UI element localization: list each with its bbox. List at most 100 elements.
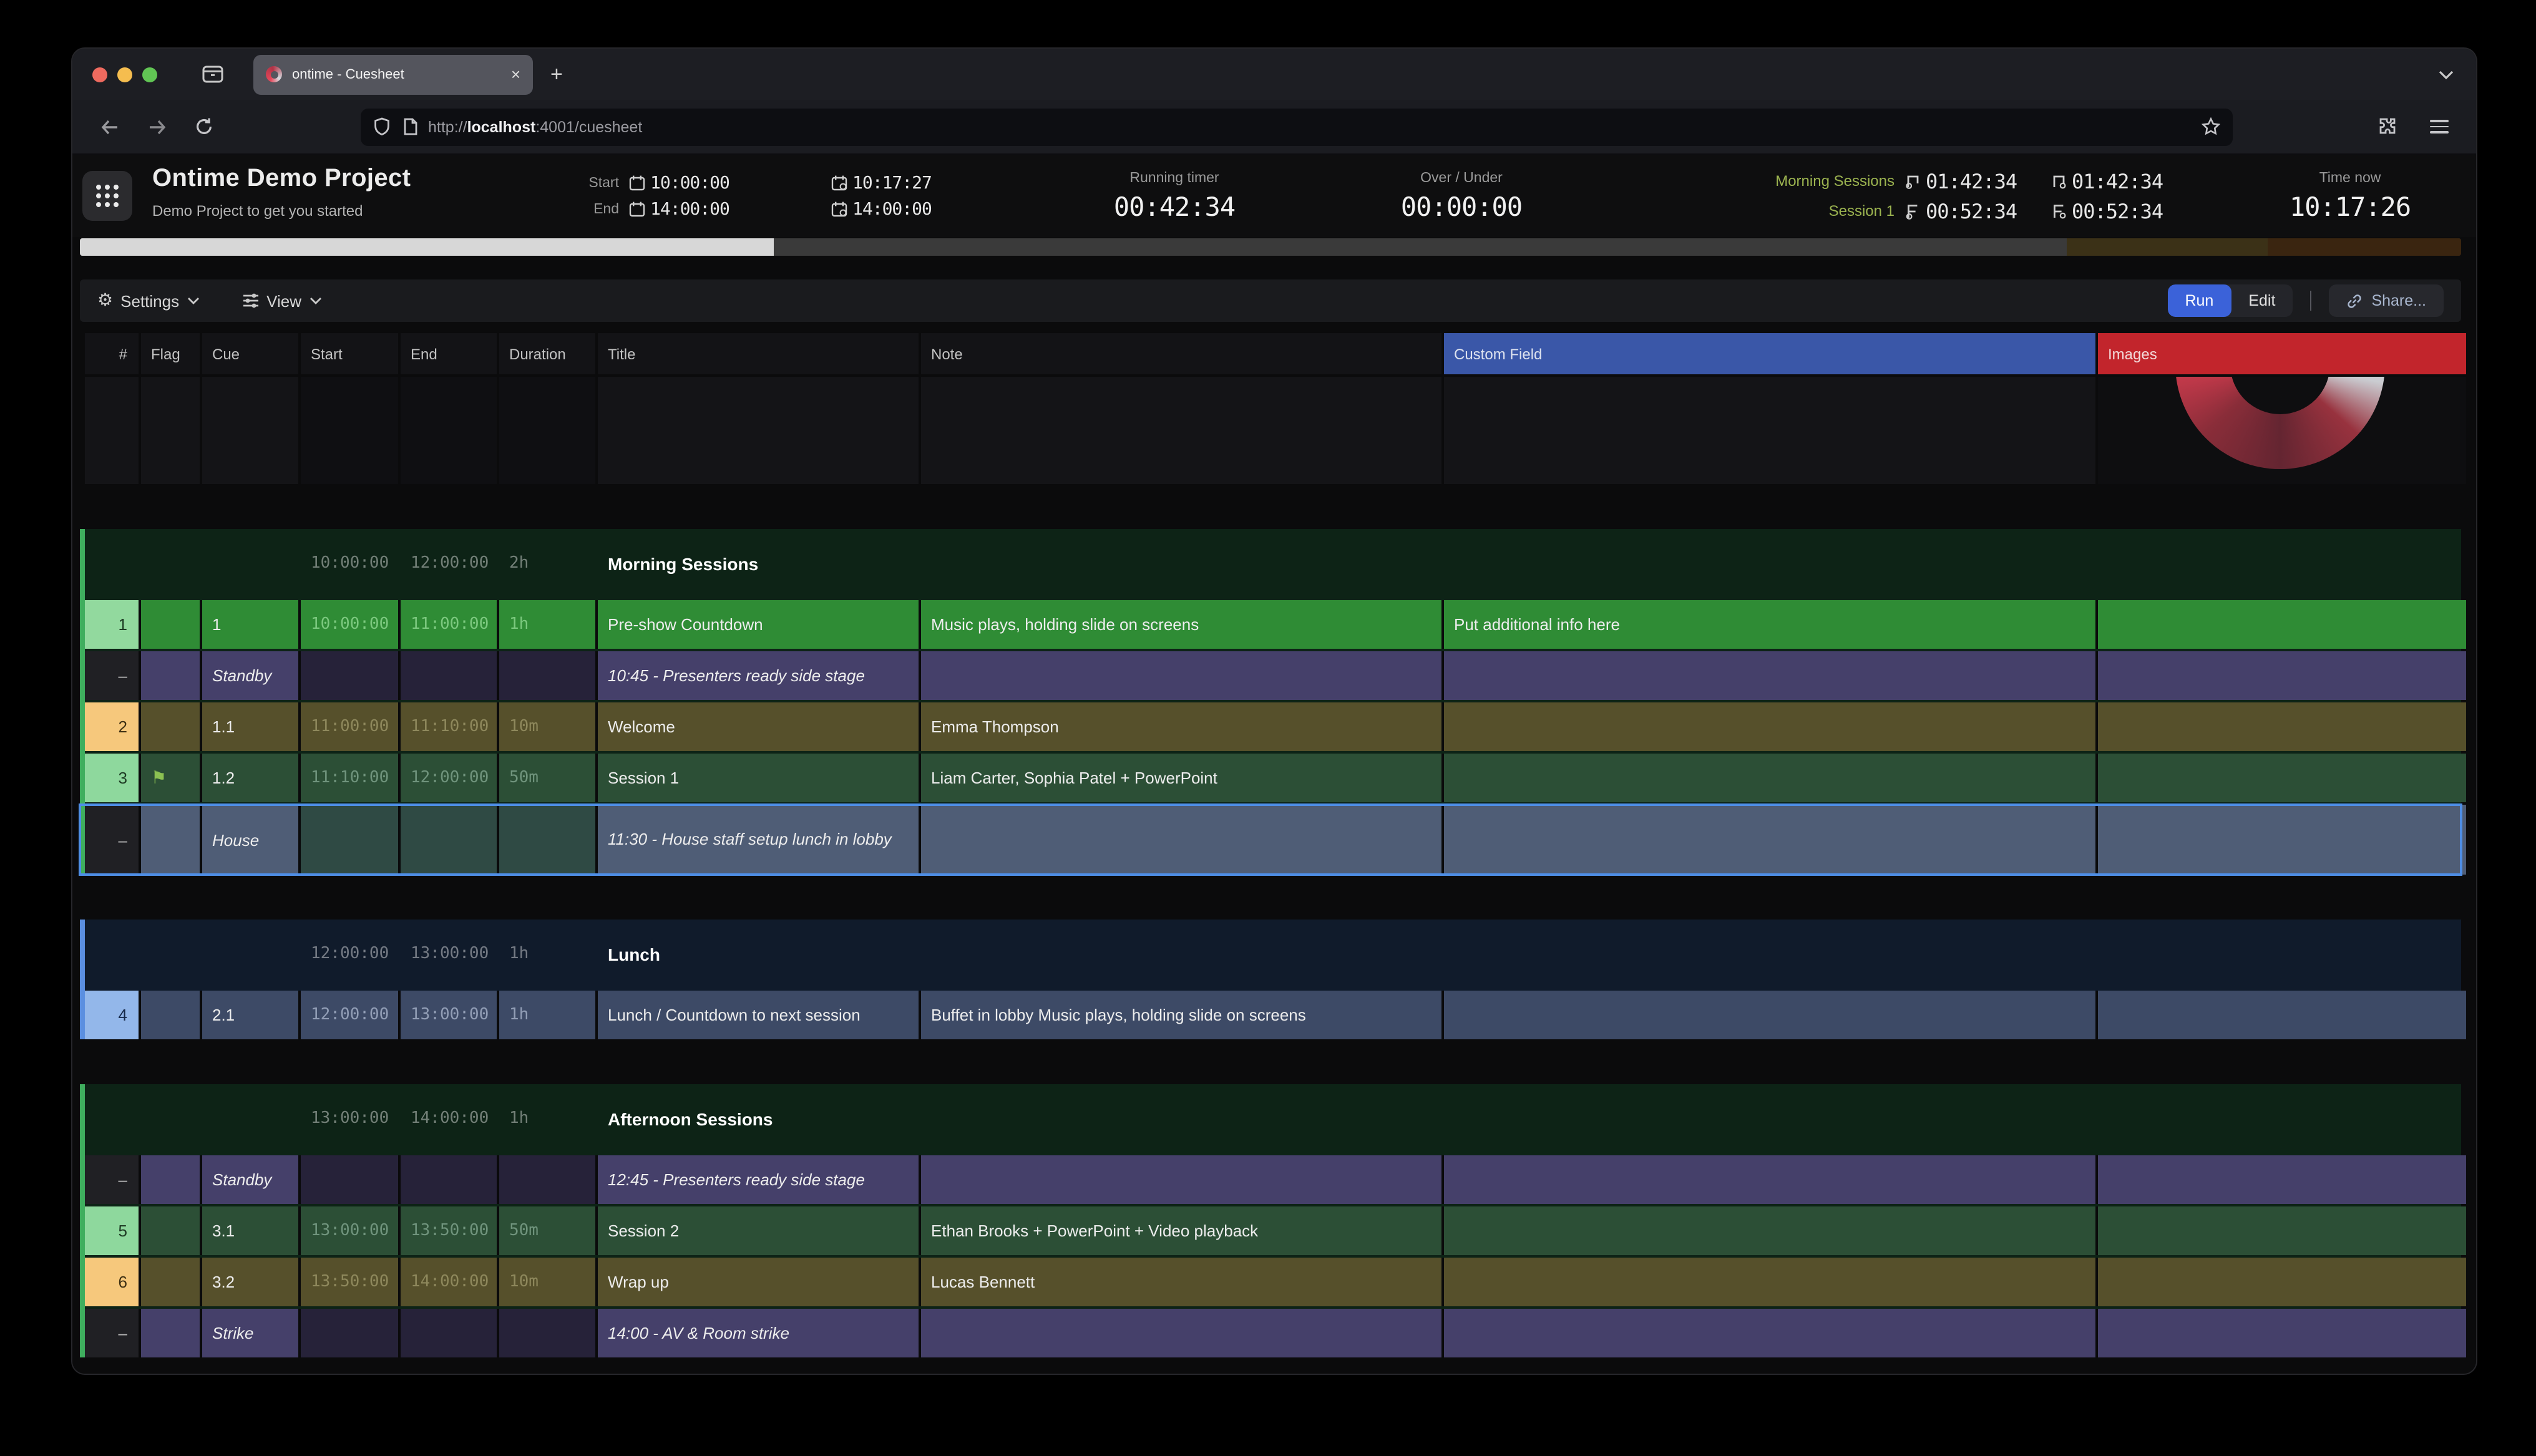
custom-field-cell[interactable] [1444,1258,2095,1306]
cue-cell[interactable]: 2.1 [202,991,298,1039]
images-cell[interactable] [2098,805,2466,875]
row-number-cell[interactable]: 1 [85,600,139,649]
close-window-button[interactable] [92,67,107,82]
images-cell[interactable] [2098,600,2466,649]
flag-cell[interactable] [141,651,200,700]
flag-cell[interactable] [141,702,200,751]
custom-field-cell[interactable] [1444,1155,2095,1204]
note-cell[interactable]: Ethan Brooks + PowerPoint + Video playba… [921,1206,1441,1255]
title-cell[interactable]: Pre-show Countdown [598,600,919,649]
start-cell[interactable]: 13:50:00 [301,1258,398,1306]
settings-button[interactable]: ⚙ Settings [97,291,199,311]
note-cell[interactable] [921,1309,1441,1357]
filter-cell[interactable] [499,377,595,484]
start-cell[interactable]: 11:10:00 [301,754,398,802]
row-number-cell[interactable]: 4 [85,991,139,1039]
note-cell[interactable] [921,1155,1441,1204]
custom-field-cell[interactable]: Put additional info here [1444,600,2095,649]
title-cell[interactable]: 12:45 - Presenters ready side stage [598,1155,919,1204]
custom-field-cell[interactable] [1444,991,2095,1039]
duration-cell[interactable]: 1h [499,991,595,1039]
end-cell[interactable] [401,651,497,700]
images-cell[interactable] [2098,754,2466,802]
duration-cell[interactable]: 1h [499,600,595,649]
cuesheet-row[interactable]: 1 1 10:00:00 11:00:00 1h Pre-show Countdown Mu… [80,600,2466,649]
back-icon[interactable] [100,117,120,136]
minimize-window-button[interactable] [117,67,132,82]
end-cell[interactable] [401,1309,497,1357]
flag-cell[interactable] [141,1155,200,1204]
duration-cell[interactable] [499,651,595,700]
cue-cell[interactable]: Standby [202,1155,298,1204]
row-number-cell[interactable]: 6 [85,1258,139,1306]
cue-cell[interactable]: Strike [202,1309,298,1357]
images-cell[interactable] [2098,1206,2466,1255]
share-button[interactable]: Share... [2329,284,2444,317]
end-cell[interactable] [401,805,497,875]
cue-cell[interactable]: 1.2 [202,754,298,802]
flag-cell[interactable] [141,991,200,1039]
duration-cell[interactable] [499,1309,595,1357]
start-cell[interactable] [301,651,398,700]
cuesheet-row[interactable]: 3 ⚑ 1.2 11:10:00 12:00:00 50m Session 1 Liam Ca… [80,754,2466,802]
title-cell[interactable]: 14:00 - AV & Room strike [598,1309,919,1357]
bookmark-star-icon[interactable] [2202,117,2220,136]
note-cell[interactable]: Lucas Bennett [921,1258,1441,1306]
end-cell[interactable]: 11:00:00 [401,600,497,649]
title-cell[interactable]: Session 2 [598,1206,919,1255]
cue-cell[interactable]: 3.1 [202,1206,298,1255]
sidebar-icon[interactable] [202,65,223,84]
view-button[interactable]: View [241,291,321,310]
note-cell[interactable] [921,651,1441,700]
duration-cell[interactable] [499,805,595,875]
note-cell[interactable]: Music plays, holding slide on screens [921,600,1441,649]
browser-tab[interactable]: ontime - Cuesheet × [253,54,533,94]
row-number-cell[interactable]: 5 [85,1206,139,1255]
filter-cell[interactable] [1444,377,2095,484]
image-thumbnail-cell[interactable] [2098,377,2466,484]
shield-icon[interactable] [373,117,391,136]
images-cell[interactable] [2098,1309,2466,1357]
filter-cell[interactable] [202,377,298,484]
images-cell[interactable] [2098,1155,2466,1204]
edit-mode-button[interactable]: Edit [2248,292,2276,309]
custom-field-cell[interactable] [1444,805,2095,875]
title-cell[interactable]: Wrap up [598,1258,919,1306]
flag-cell[interactable] [141,805,200,875]
images-cell[interactable] [2098,1258,2466,1306]
cuesheet-row[interactable]: 2 1.1 11:00:00 11:10:00 10m Welcome Emma Thomp… [80,702,2466,751]
new-tab-button[interactable]: + [550,62,563,85]
flag-cell[interactable] [141,600,200,649]
tab-overflow-chevron-icon[interactable] [2439,69,2454,79]
flag-cell[interactable] [141,1206,200,1255]
images-cell[interactable] [2098,702,2466,751]
cue-cell[interactable]: 3.2 [202,1258,298,1306]
start-cell[interactable] [301,1155,398,1204]
custom-field-cell[interactable] [1444,1206,2095,1255]
row-number-cell[interactable]: – [85,651,139,700]
row-number-cell[interactable]: – [85,1309,139,1357]
note-cell[interactable]: Buffet in lobby Music plays, holding sli… [921,991,1441,1039]
title-cell[interactable]: Lunch / Countdown to next session [598,991,919,1039]
apps-grid-icon[interactable] [82,171,132,221]
custom-field-cell[interactable] [1444,1309,2095,1357]
start-cell[interactable]: 12:00:00 [301,991,398,1039]
filter-cell[interactable] [141,377,200,484]
note-cell[interactable]: Liam Carter, Sophia Patel + PowerPoint [921,754,1441,802]
reload-icon[interactable] [195,117,213,136]
title-cell[interactable]: Session 1 [598,754,919,802]
note-cell[interactable] [921,805,1441,875]
end-cell[interactable] [401,1155,497,1204]
cuesheet-row[interactable]: 4 2.1 12:00:00 13:00:00 1h Lunch / Countdown … [80,991,2466,1039]
images-cell[interactable] [2098,991,2466,1039]
start-cell[interactable] [301,805,398,875]
cue-cell[interactable]: 1.1 [202,702,298,751]
duration-cell[interactable] [499,1155,595,1204]
end-cell[interactable]: 14:00:00 [401,1258,497,1306]
start-cell[interactable]: 13:00:00 [301,1206,398,1255]
flag-cell[interactable] [141,1258,200,1306]
forward-icon[interactable] [147,117,167,136]
row-number-cell[interactable]: 2 [85,702,139,751]
filter-cell[interactable] [598,377,919,484]
start-cell[interactable]: 10:00:00 [301,600,398,649]
